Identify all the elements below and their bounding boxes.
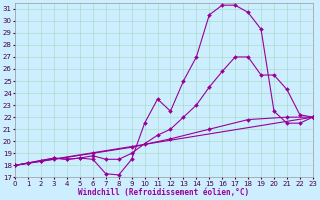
X-axis label: Windchill (Refroidissement éolien,°C): Windchill (Refroidissement éolien,°C) (78, 188, 250, 197)
